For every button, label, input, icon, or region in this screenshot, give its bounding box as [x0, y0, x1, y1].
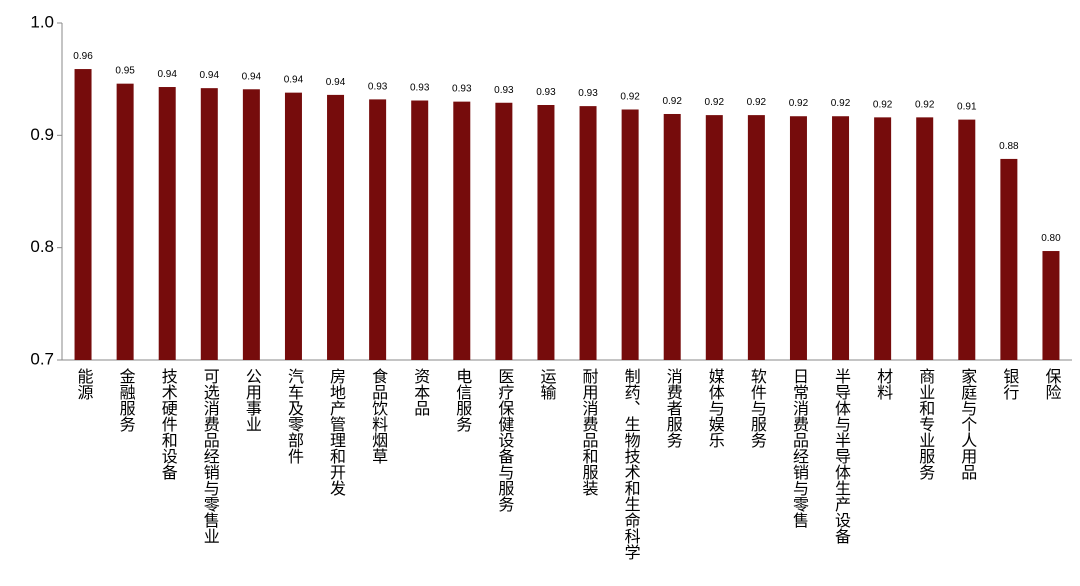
- x-tick-label: 银行: [1000, 368, 1019, 401]
- bar: [537, 105, 555, 361]
- bar: [747, 115, 765, 360]
- x-tick-label: 能源: [75, 368, 94, 401]
- bar: [874, 117, 892, 360]
- value-label: 0.95: [115, 66, 135, 77]
- x-tick-label: 消费者服务: [664, 368, 683, 449]
- x-tick-label: 资本品: [411, 368, 430, 416]
- x-tick-label: 半导体与半导体生产设备: [832, 368, 851, 544]
- value-label: 0.92: [915, 99, 935, 110]
- y-tick-label: 0.7: [30, 349, 54, 368]
- value-label: 0.94: [200, 70, 220, 81]
- x-tick-label: 汽车及零部件: [285, 368, 304, 464]
- value-label: 0.92: [831, 98, 851, 109]
- value-label: 0.92: [620, 91, 640, 102]
- x-tick-label: 食品饮料烟草: [369, 368, 388, 464]
- value-label: 0.93: [410, 83, 430, 94]
- x-tick-label: 电信服务: [453, 368, 472, 433]
- x-tick-label: 运输: [537, 368, 556, 400]
- bar: [579, 106, 597, 360]
- value-label: 0.93: [452, 84, 472, 95]
- value-label: 0.80: [1041, 233, 1061, 244]
- bar: [1000, 158, 1018, 360]
- bar: [916, 117, 934, 360]
- value-label: 0.92: [662, 96, 682, 107]
- value-label: 0.93: [578, 88, 598, 99]
- x-tick-label: 公用事业: [243, 368, 262, 432]
- y-tick-label: 0.9: [30, 125, 54, 144]
- bar: [327, 94, 345, 360]
- value-label: 0.94: [157, 69, 177, 80]
- value-label: 0.94: [326, 77, 346, 88]
- bar: [958, 119, 976, 361]
- x-tick-label: 家庭与个人用品: [958, 368, 977, 480]
- y-tick-label: 1.0: [30, 12, 54, 31]
- x-tick-label: 商业和专业服务: [916, 368, 935, 481]
- x-tick-label: 软件与服务: [748, 368, 767, 449]
- value-label: 0.92: [789, 98, 809, 109]
- bar: [200, 88, 218, 361]
- bar: [116, 83, 134, 360]
- bar: [74, 69, 92, 360]
- bar: [1042, 251, 1060, 360]
- bar: [284, 92, 302, 360]
- bar: [789, 116, 807, 360]
- bar: [158, 87, 176, 360]
- bar: [369, 99, 387, 361]
- value-label: 0.94: [242, 71, 262, 82]
- x-tick-label: 制药、生物技术和生命科学: [622, 368, 641, 560]
- value-label: 0.93: [368, 81, 388, 92]
- bar: [832, 116, 850, 360]
- value-label: 0.92: [747, 97, 767, 108]
- x-tick-label: 金融服务: [117, 368, 136, 433]
- value-label: 0.92: [873, 99, 893, 110]
- value-label: 0.92: [705, 97, 725, 108]
- bar: [453, 101, 471, 360]
- x-tick-label: 耐用消费品和服装: [580, 368, 599, 496]
- bar: [495, 102, 513, 361]
- value-label: 0.88: [999, 141, 1019, 152]
- x-tick-label: 技术硬件和设备: [159, 368, 178, 480]
- value-label: 0.93: [494, 85, 514, 96]
- value-label: 0.91: [957, 102, 977, 113]
- x-tick-label: 媒体与娱乐: [706, 368, 725, 448]
- bar: [663, 113, 681, 361]
- y-tick-label: 0.8: [30, 237, 54, 256]
- bar: [621, 109, 639, 360]
- x-tick-label: 材料: [874, 368, 893, 400]
- x-tick-label: 日常消费品经销与零售: [790, 368, 809, 528]
- x-tick-label: 房地产管理和开发: [327, 368, 346, 496]
- bar: [242, 89, 260, 360]
- value-label: 0.93: [536, 87, 556, 98]
- bar: [411, 100, 429, 360]
- x-tick-label: 保险: [1042, 368, 1061, 400]
- bar: [705, 115, 723, 360]
- x-tick-label: 可选消费品经销与零售业: [201, 368, 220, 544]
- x-tick-label: 医疗保健设备与服务: [495, 368, 514, 513]
- value-label: 0.94: [284, 75, 304, 86]
- value-label: 0.96: [73, 51, 93, 62]
